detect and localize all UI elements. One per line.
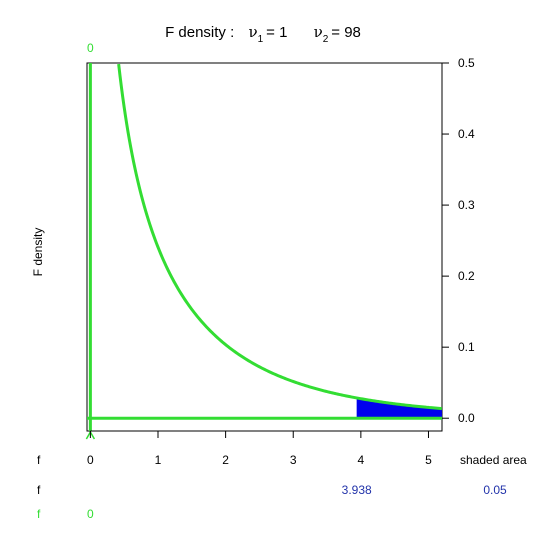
y-tick-label: 0.1 [458,340,475,354]
x-tick-label: 1 [155,453,162,467]
x-tick-label: 3 [290,453,297,467]
row3-f-label: f [37,507,41,521]
y-axis: 0.0 0.1 0.2 0.3 0.4 0.5 [442,56,475,425]
shaded-area-label: shaded area [460,453,527,467]
y-tick-label: 0.5 [458,56,475,70]
chart-title: F density : ν1 = 1 ν2 = 98 [165,23,361,45]
x-tick-label: 4 [358,453,365,467]
density-curve [117,63,442,411]
y-tick-label: 0.2 [458,269,475,283]
green-marker-top-label: 0 [87,41,94,55]
x-tick-label: 2 [222,453,229,467]
x-tick-label: 0 [87,453,94,467]
y-tick-label: 0.4 [458,127,475,141]
x-axis: 0 1 2 3 4 5 [87,430,432,467]
y-tick-label: 0.3 [458,198,475,212]
row3-green-value: 0 [87,507,94,521]
shaded-area-value: 0.05 [483,483,507,497]
shaded-tail-area [356,397,442,419]
plot-area: 0 [85,41,443,440]
row2-f-label: f [37,483,41,497]
row1-f-label: f [37,453,41,467]
plot-frame [86,62,443,432]
y-axis-label: F density [31,228,45,277]
critical-value-text: 3.938 [342,483,372,497]
x-tick-label: 5 [425,453,432,467]
y-tick-label: 0.0 [458,411,475,425]
